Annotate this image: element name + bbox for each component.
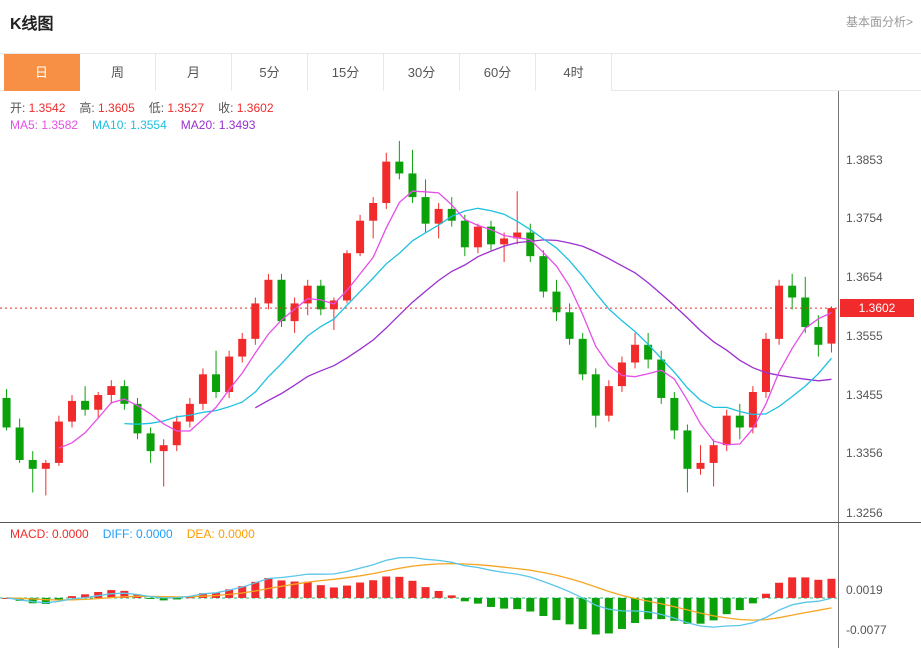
indicator-label: 收:: [218, 101, 237, 115]
macd-indicator-bar: MACD: 0.0000 DIFF: 0.0000 DEA: 0.0000: [10, 527, 269, 541]
price-axis-label: 1.3455: [846, 387, 883, 402]
tab-15分[interactable]: 15分: [308, 54, 384, 91]
indicator-value: 1.3602: [236, 101, 274, 115]
tab-日[interactable]: 日: [4, 54, 80, 91]
ohlc-bar: 开: 1.3542 高: 1.3605 低: 1.3527 收: 1.3602: [10, 99, 288, 116]
indicator-value: 0.0000: [218, 527, 255, 541]
page-title: K线图: [10, 16, 54, 33]
tab-30分[interactable]: 30分: [384, 54, 460, 91]
fundamental-analysis-link[interactable]: 基本面分析>: [845, 15, 913, 29]
indicator-label: DIFF:: [102, 527, 137, 541]
current-price-tag: 1.3602: [840, 299, 914, 318]
ma-bar: MA5: 1.3582 MA10: 1.3554 MA20: 1.3493: [10, 118, 269, 132]
indicator-label: 高:: [79, 101, 99, 115]
indicator-value: 0.0000: [52, 527, 89, 541]
indicator-label: MA5:: [10, 118, 42, 132]
indicator-value: 1.3527: [167, 101, 205, 115]
indicator-value: 1.3554: [130, 118, 167, 132]
indicator-label: MACD:: [10, 527, 52, 541]
macd-axis-label: 0.0019: [846, 583, 883, 598]
macd-chart[interactable]: [0, 546, 838, 646]
indicator-label: 低:: [148, 101, 168, 115]
price-axis-label: 1.3256: [846, 505, 883, 520]
indicator-label: DEA:: [186, 527, 219, 541]
indicator-label: 开:: [10, 101, 29, 115]
tab-月[interactable]: 月: [156, 54, 232, 91]
indicator-value: 1.3582: [41, 118, 79, 132]
axis-separator-line: [838, 91, 839, 648]
macd-axis-label: -0.0077: [846, 622, 887, 637]
indicator-value: 1.3493: [218, 118, 256, 132]
indicator-label: MA10:: [92, 118, 131, 132]
tab-4时[interactable]: 4时: [536, 54, 612, 91]
panel-divider-line: [0, 522, 921, 523]
indicator-value: 1.3542: [28, 101, 66, 115]
price-axis-label: 1.3754: [846, 211, 883, 226]
price-axis-label: 1.3654: [846, 270, 883, 285]
period-tab-bar: 日周月 5分 15分 30分 60分 4时: [0, 53, 921, 91]
price-axis-label: 1.3853: [846, 152, 883, 167]
price-axis-label: 1.3555: [846, 328, 883, 343]
price-axis-label: 1.3356: [846, 446, 883, 461]
tab-周[interactable]: 周: [80, 54, 156, 91]
indicator-value: 1.3605: [98, 101, 135, 115]
candlestick-chart[interactable]: [0, 138, 838, 522]
tab-60分[interactable]: 60分: [460, 54, 536, 91]
tab-5分[interactable]: 5分: [232, 54, 308, 91]
indicator-value: 0.0000: [136, 527, 173, 541]
indicator-label: MA20:: [180, 118, 219, 132]
